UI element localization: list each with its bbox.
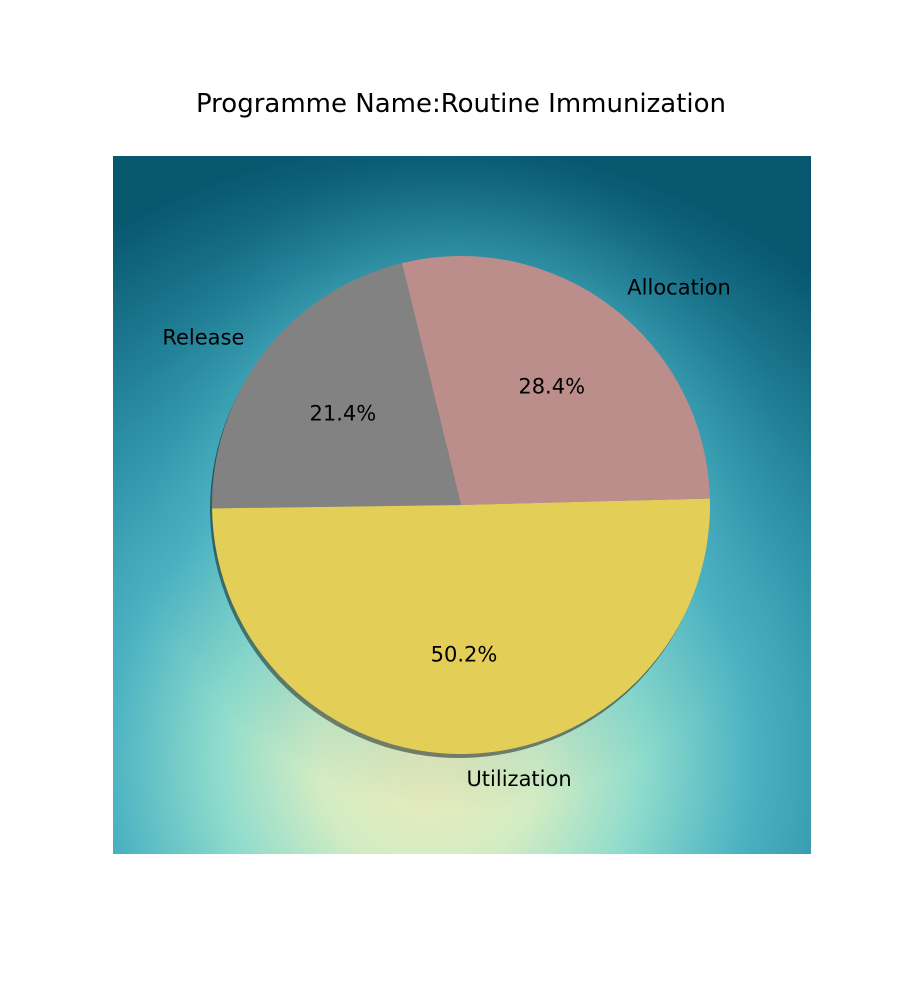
slice-label-allocation: Allocation (627, 275, 731, 299)
pie-slice-allocation (401, 256, 710, 505)
pie-slices (212, 256, 711, 755)
slice-pct-release: 21.4% (309, 402, 376, 426)
slice-pct-allocation: 28.4% (518, 374, 585, 398)
slice-pct-utilization: 50.2% (431, 642, 498, 666)
slice-label-release: Release (162, 325, 244, 349)
pie-slice-utilization (212, 498, 711, 755)
slice-label-utilization: Utilization (466, 767, 571, 791)
pie-slice-release (212, 263, 461, 509)
pie-labels: Allocation 28.4% Release 21.4% Utilization 50… (162, 275, 730, 790)
chart-title: Programme Name:Routine Immunization (196, 89, 726, 119)
